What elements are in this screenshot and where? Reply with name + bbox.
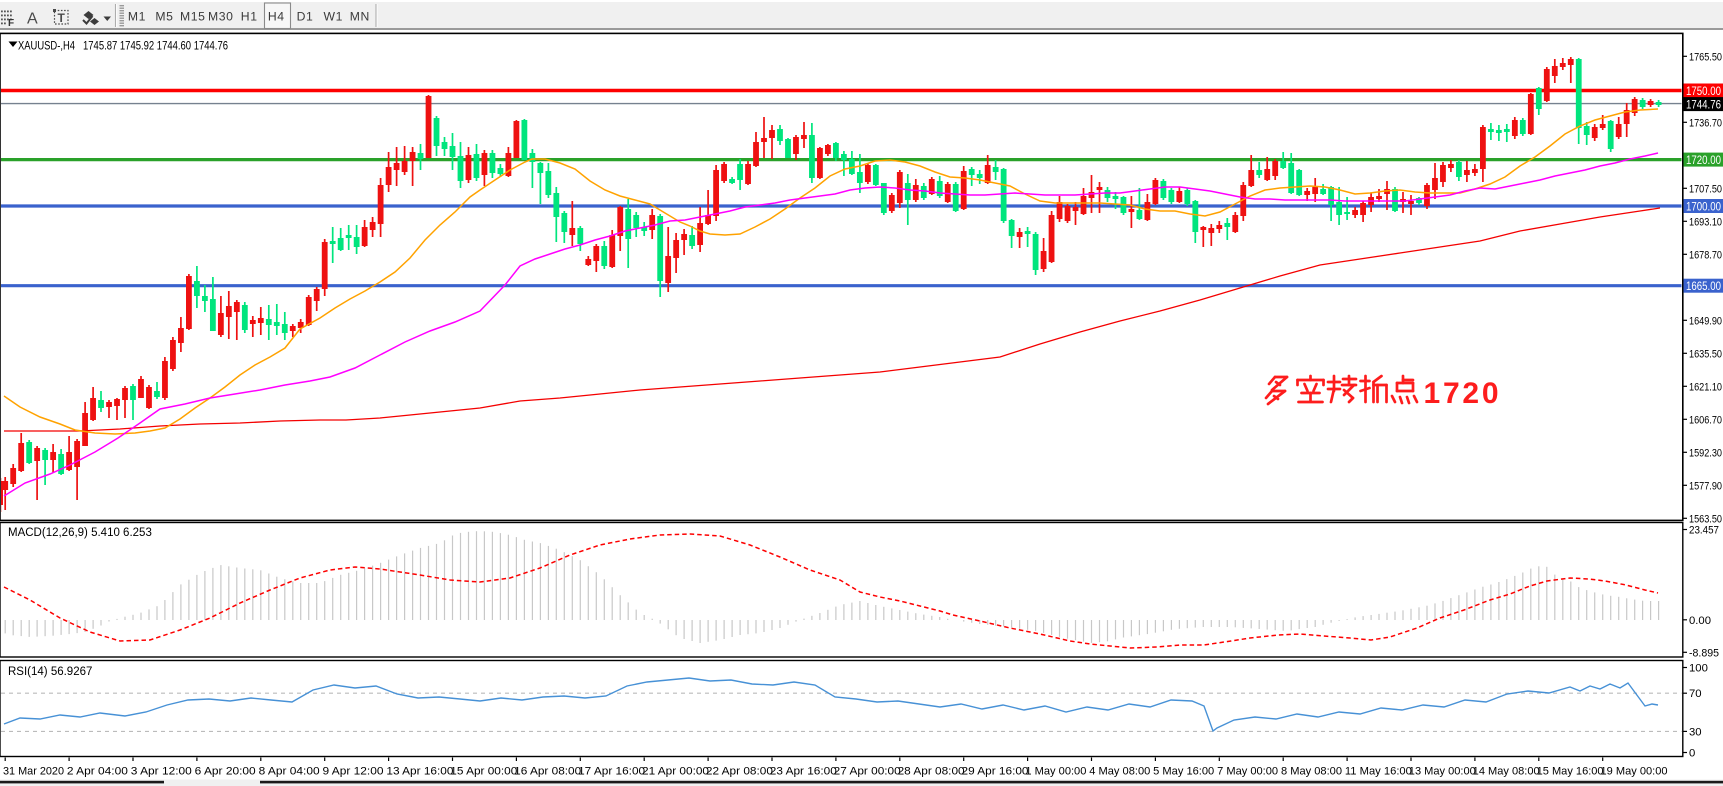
svg-text:15 May 16:00: 15 May 16:00 xyxy=(1537,766,1604,778)
svg-text:19 May 00:00: 19 May 00:00 xyxy=(1601,766,1668,778)
svg-text:8 Apr 04:00: 8 Apr 04:00 xyxy=(259,766,320,778)
svg-text:MACD(12,26,9) 5.410 6.253: MACD(12,26,9) 5.410 6.253 xyxy=(8,527,152,539)
svg-text:1707.50: 1707.50 xyxy=(1689,183,1722,195)
svg-text:0: 0 xyxy=(1689,748,1695,760)
svg-text:-8.895: -8.895 xyxy=(1689,647,1719,659)
svg-text:0.00: 0.00 xyxy=(1689,615,1711,627)
svg-text:13 May 00:00: 13 May 00:00 xyxy=(1409,766,1476,778)
svg-text:30: 30 xyxy=(1689,726,1702,738)
svg-text:1577.90: 1577.90 xyxy=(1689,480,1722,492)
svg-text:W1: W1 xyxy=(324,10,343,24)
svg-text:2 Apr 04:00: 2 Apr 04:00 xyxy=(67,766,128,778)
svg-text:MN: MN xyxy=(350,10,370,24)
svg-text:70: 70 xyxy=(1689,688,1702,700)
svg-text:1 May 00:00: 1 May 00:00 xyxy=(1025,766,1086,778)
svg-text:29 Apr 16:00: 29 Apr 16:00 xyxy=(962,766,1029,778)
svg-text:D1: D1 xyxy=(297,10,314,24)
svg-text:3 Apr 12:00: 3 Apr 12:00 xyxy=(131,766,192,778)
svg-text:XAUUSD-,H4: XAUUSD-,H4 xyxy=(18,40,75,53)
svg-text:1750.00: 1750.00 xyxy=(1686,85,1721,98)
svg-text:4 May 08:00: 4 May 08:00 xyxy=(1089,766,1150,778)
svg-text:7 May 00:00: 7 May 00:00 xyxy=(1217,766,1278,778)
svg-text:1606.70: 1606.70 xyxy=(1689,414,1722,426)
svg-text:M30: M30 xyxy=(208,10,234,24)
svg-text:1649.90: 1649.90 xyxy=(1689,315,1722,327)
svg-text:28 Apr 08:00: 28 Apr 08:00 xyxy=(898,766,965,778)
svg-text:T: T xyxy=(58,11,66,25)
svg-text:17 Apr 16:00: 17 Apr 16:00 xyxy=(578,766,645,778)
svg-text:31 Mar 2020: 31 Mar 2020 xyxy=(3,766,64,778)
svg-text:23 Apr 16:00: 23 Apr 16:00 xyxy=(770,766,837,778)
svg-text:M1: M1 xyxy=(128,10,146,24)
svg-text:6 Apr 20:00: 6 Apr 20:00 xyxy=(195,766,256,778)
svg-text:14 May 08:00: 14 May 08:00 xyxy=(1473,766,1540,778)
svg-text:1665.00: 1665.00 xyxy=(1686,280,1721,293)
svg-text:H1: H1 xyxy=(241,10,258,24)
svg-text:1563.50: 1563.50 xyxy=(1689,513,1722,525)
svg-text:A: A xyxy=(27,11,38,28)
svg-text:RSI(14) 56.9267: RSI(14) 56.9267 xyxy=(8,666,92,678)
svg-text:1678.70: 1678.70 xyxy=(1689,249,1722,261)
svg-text:M15: M15 xyxy=(180,10,206,24)
svg-text:F: F xyxy=(8,18,14,29)
svg-text:1592.30: 1592.30 xyxy=(1689,447,1722,459)
svg-text:1720.00: 1720.00 xyxy=(1686,154,1721,167)
svg-text:1635.50: 1635.50 xyxy=(1689,348,1722,360)
svg-text:13 Apr 16:00: 13 Apr 16:00 xyxy=(386,766,453,778)
svg-text:1744.76: 1744.76 xyxy=(1686,99,1721,112)
svg-text:22 Apr 08:00: 22 Apr 08:00 xyxy=(706,766,773,778)
svg-text:100: 100 xyxy=(1689,663,1708,675)
svg-text:23.457: 23.457 xyxy=(1689,525,1719,537)
svg-text:8 May 08:00: 8 May 08:00 xyxy=(1281,766,1342,778)
svg-text:H4: H4 xyxy=(268,10,285,24)
svg-text:1745.87 1745.92 1744.60 1744.7: 1745.87 1745.92 1744.60 1744.76 xyxy=(83,40,228,53)
svg-text:27 Apr 00:00: 27 Apr 00:00 xyxy=(834,766,901,778)
svg-text:1700.00: 1700.00 xyxy=(1686,201,1721,214)
svg-text:21 Apr 00:00: 21 Apr 00:00 xyxy=(642,766,709,778)
svg-text:1621.10: 1621.10 xyxy=(1689,381,1722,393)
svg-text:5 May 16:00: 5 May 16:00 xyxy=(1153,766,1214,778)
svg-text:1765.50: 1765.50 xyxy=(1689,51,1722,63)
svg-text:9 Apr 12:00: 9 Apr 12:00 xyxy=(323,766,384,778)
svg-text:1693.10: 1693.10 xyxy=(1689,216,1722,228)
svg-text:1736.70: 1736.70 xyxy=(1689,117,1722,129)
svg-text:15 Apr 00:00: 15 Apr 00:00 xyxy=(450,766,517,778)
svg-text:M5: M5 xyxy=(155,10,173,24)
svg-text:16 Apr 08:00: 16 Apr 08:00 xyxy=(514,766,581,778)
svg-text:11 May 16:00: 11 May 16:00 xyxy=(1345,766,1412,778)
